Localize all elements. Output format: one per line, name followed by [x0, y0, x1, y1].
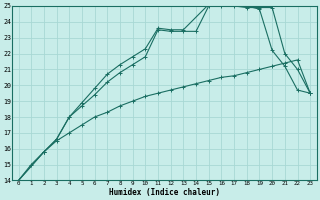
X-axis label: Humidex (Indice chaleur): Humidex (Indice chaleur): [109, 188, 220, 197]
